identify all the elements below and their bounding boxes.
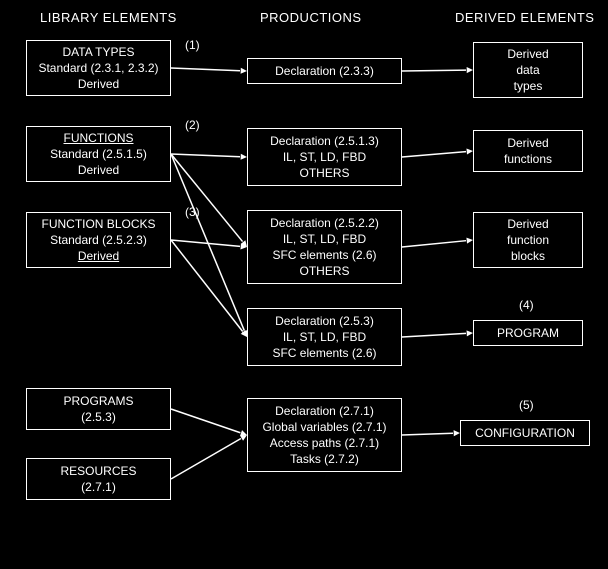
arrow-prod-decl-5-to-der-configuration (0, 0, 608, 569)
